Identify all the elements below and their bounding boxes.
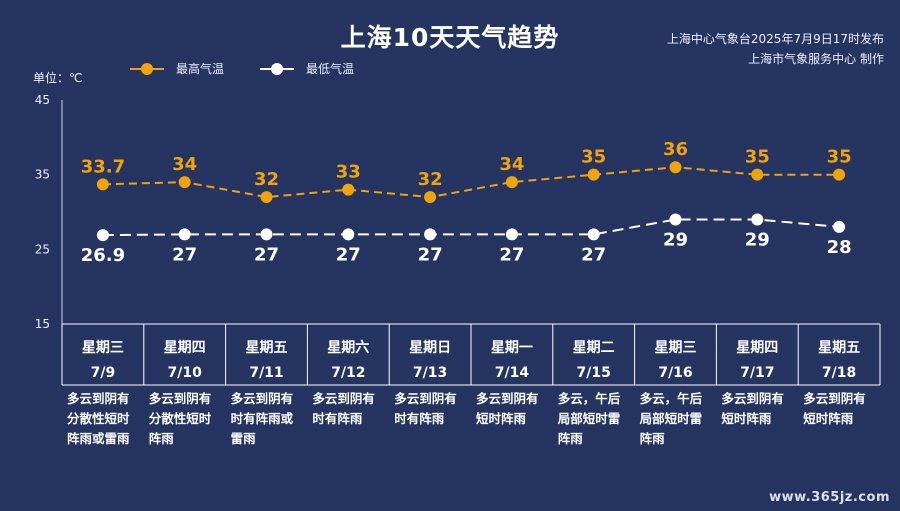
high-temp-point — [505, 176, 518, 189]
low-temp-point — [260, 228, 273, 241]
date-label: 7/9 — [91, 365, 116, 381]
date-label: 7/13 — [413, 365, 447, 381]
weather-description: 多云到阴有短时阵雨 — [721, 391, 784, 426]
low-temp-point — [505, 228, 518, 241]
high-temp-point — [833, 168, 846, 181]
date-label: 7/18 — [822, 365, 856, 381]
high-temp-point — [587, 168, 600, 181]
weekday-label: 星期五 — [818, 340, 860, 356]
high-temp-point — [424, 191, 437, 204]
page-title: 上海10天天气趋势 — [340, 23, 560, 52]
issuer-line-2: 上海市气象服务中心 制作 — [748, 52, 884, 66]
high-temp-label: 36 — [663, 139, 688, 160]
weekday-label: 星期日 — [409, 340, 451, 356]
issuer-line-1: 上海中心气象台2025年7月9日17时发布 — [666, 32, 884, 46]
date-label: 7/11 — [249, 365, 283, 381]
legend-label-high: 最高气温 — [176, 62, 225, 76]
weather-description: 多云，午后局部短时雷阵雨 — [640, 391, 703, 446]
low-temp-label: 27 — [172, 244, 197, 265]
weekday-label: 星期一 — [491, 340, 533, 356]
weekday-label: 星期四 — [164, 340, 206, 356]
weekday-label: 星期五 — [246, 340, 288, 356]
date-label: 7/17 — [740, 365, 774, 381]
high-temp-label: 32 — [418, 169, 443, 190]
weekday-label: 星期六 — [327, 339, 369, 356]
legend-marker-low-icon — [260, 62, 295, 76]
low-temp-point — [424, 228, 437, 241]
high-temp-point — [260, 191, 273, 204]
low-temp-label: 27 — [418, 244, 443, 265]
date-label: 7/12 — [331, 365, 365, 381]
high-temp-label: 34 — [499, 154, 524, 175]
weather-description: 多云到阴有时有阵雨或雷雨 — [231, 391, 294, 446]
low-temp-point — [751, 213, 764, 226]
weather-description: 多云到阴有分散性短时阵雨或雷雨 — [67, 391, 130, 446]
weather-description: 多云，午后局部短时雷阵雨 — [558, 391, 621, 446]
date-label: 7/14 — [495, 365, 530, 381]
low-temp-label: 29 — [745, 229, 770, 250]
legend-marker-high-icon — [130, 62, 164, 76]
weather-description: 多云到阴有短时阵雨 — [803, 391, 866, 426]
high-temp-point — [96, 178, 109, 191]
y-tick-label: 45 — [35, 93, 50, 107]
weekday-label: 星期三 — [82, 340, 124, 356]
low-temp-point — [96, 229, 109, 242]
weather-description: 多云到阴有短时阵雨 — [476, 391, 539, 426]
high-temp-label: 34 — [172, 154, 197, 175]
low-temp-label: 26.9 — [81, 245, 125, 266]
high-temp-label: 35 — [745, 147, 770, 168]
high-temp-point — [669, 161, 682, 174]
low-temp-point — [669, 213, 682, 226]
low-temp-point — [342, 228, 355, 241]
high-temp-label: 35 — [581, 147, 606, 168]
high-temp-line — [102, 166, 840, 199]
high-temp-label: 35 — [827, 147, 852, 168]
date-label: 7/15 — [577, 365, 611, 381]
weather-description: 多云到阴有时有阵雨 — [312, 391, 375, 426]
legend-label-low: 最低气温 — [306, 62, 355, 76]
low-temp-point — [587, 228, 600, 241]
low-temp-label: 29 — [663, 229, 688, 250]
high-temp-label: 32 — [254, 169, 279, 190]
low-temp-point — [178, 228, 191, 241]
low-temp-label: 27 — [254, 244, 279, 265]
chart-legend: 最高气温 最低气温 — [130, 60, 390, 77]
issuer-info: 上海中心气象台2025年7月9日17时发布 上海市气象服务中心 制作 — [667, 29, 884, 69]
legend-item-low: 最低气温 — [260, 60, 354, 77]
unit-label: 单位：℃ — [33, 71, 83, 85]
y-tick-label: 25 — [35, 242, 50, 256]
weekday-label: 星期三 — [655, 340, 697, 356]
high-temp-point — [751, 168, 764, 181]
low-temp-label: 28 — [827, 237, 852, 258]
watermark: www.365jz.com — [769, 490, 890, 505]
low-temp-line — [102, 218, 840, 237]
legend-item-high: 最高气温 — [130, 60, 224, 77]
high-temp-label: 33 — [336, 162, 361, 183]
y-tick-label: 15 — [35, 317, 50, 331]
weather-description: 多云到阴有时有阵雨 — [394, 391, 457, 426]
weather-description: 多云到阴有分散性短时阵雨 — [149, 391, 212, 446]
low-temp-label: 27 — [336, 244, 361, 265]
high-temp-label: 33.7 — [81, 156, 125, 177]
high-temp-point — [178, 176, 191, 189]
low-temp-point — [833, 220, 846, 233]
y-tick-label: 35 — [35, 168, 50, 182]
weekday-label: 星期四 — [736, 340, 778, 356]
weekday-label: 星期二 — [573, 340, 615, 356]
high-temp-point — [342, 183, 355, 196]
low-temp-label: 27 — [499, 244, 524, 265]
date-label: 7/10 — [168, 365, 203, 381]
date-label: 7/16 — [658, 365, 692, 381]
low-temp-label: 27 — [581, 244, 606, 265]
